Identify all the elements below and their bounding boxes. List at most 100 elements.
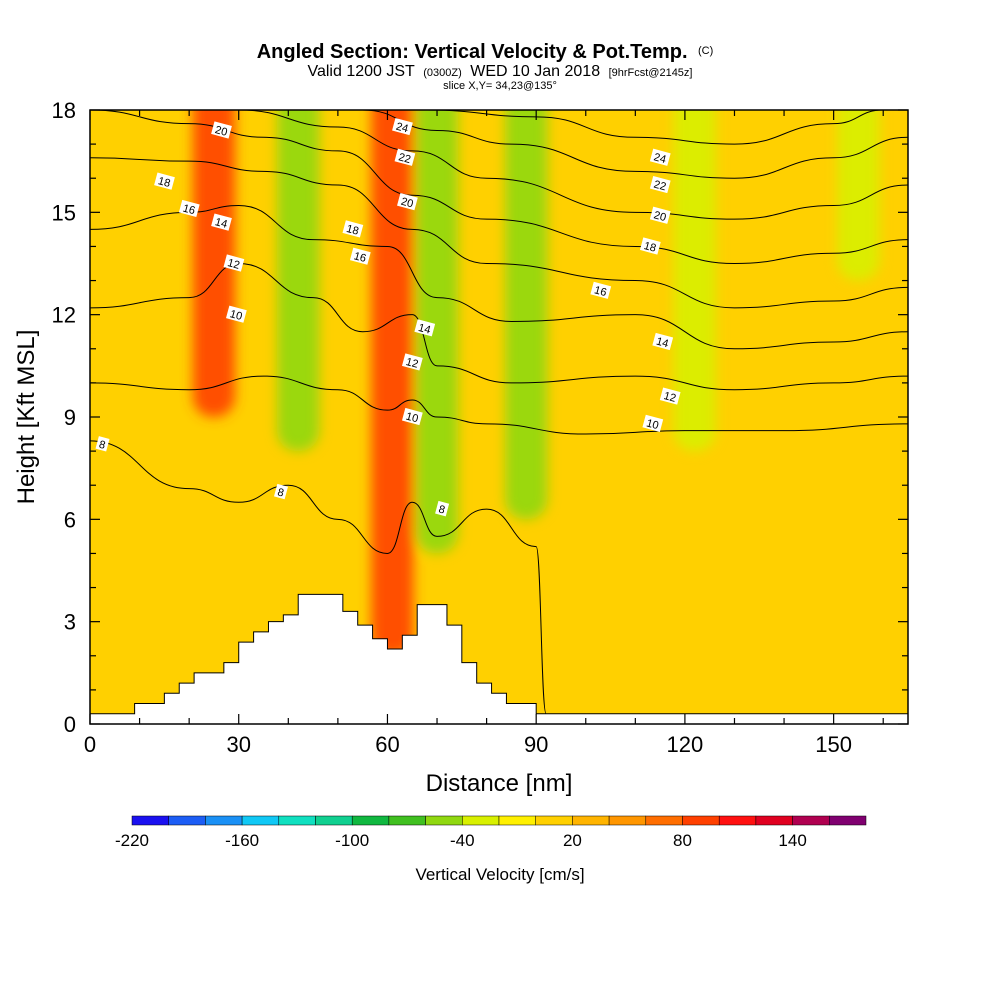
contour-label-23: 12 <box>659 387 681 405</box>
svg-text:14: 14 <box>417 322 432 337</box>
colorbar-tick--160: -160 <box>225 831 259 850</box>
colorbar-swatch-13 <box>608 815 647 826</box>
colorbar: -220 -160 -100 -40 20 80 140 <box>115 815 867 850</box>
colorbar-swatch-0 <box>131 815 169 826</box>
contour-label-12: 20 <box>397 193 418 210</box>
colorbar-swatch-17 <box>755 815 793 826</box>
y-tick-label-9: 9 <box>64 405 76 430</box>
svg-text:12: 12 <box>662 390 677 405</box>
contour-labels: 2018161412108818162422201412108242220181… <box>95 117 681 517</box>
colorbar-swatch-16 <box>718 815 757 826</box>
y-axis-label: Height [Kft MSL] <box>13 330 40 505</box>
y-tick-label-12: 12 <box>52 303 76 328</box>
velocity-column-3 <box>415 110 459 554</box>
contour-label-15: 10 <box>401 407 423 426</box>
x-tick-label-120: 120 <box>667 732 704 757</box>
colorbar-swatch-3 <box>241 815 280 826</box>
svg-text:10: 10 <box>405 411 420 426</box>
svg-text:8: 8 <box>98 439 107 452</box>
colorbar-tick-20: 20 <box>563 831 582 850</box>
x-axis-ticks: 0 30 60 90 120 150 <box>84 110 884 757</box>
theta-contours <box>90 110 908 715</box>
y-tick-label-6: 6 <box>64 507 76 532</box>
colorbar-swatch-19 <box>829 815 867 826</box>
colorbar-swatch-11 <box>535 815 573 826</box>
y-axis-ticks: 0 3 6 9 12 15 18 <box>52 98 908 737</box>
velocity-column-1 <box>277 110 320 452</box>
colorbar-swatch-15 <box>682 815 720 826</box>
colorbar-swatch-12 <box>572 815 610 826</box>
colorbar-swatch-2 <box>205 815 243 826</box>
svg-text:22: 22 <box>397 151 412 166</box>
svg-text:18: 18 <box>157 175 172 190</box>
y-tick-label-15: 15 <box>52 200 76 225</box>
svg-text:14: 14 <box>214 216 229 231</box>
contour-label-8: 18 <box>342 220 364 238</box>
colorbar-swatch-18 <box>792 815 830 826</box>
svg-text:24: 24 <box>652 151 667 166</box>
y-tick-label-18: 18 <box>52 98 76 123</box>
x-tick-label-30: 30 <box>226 732 250 757</box>
slice-info: slice X,Y= 34,23@135° <box>443 80 557 92</box>
y-tick-label-0: 0 <box>64 712 76 737</box>
svg-text:10: 10 <box>229 308 244 323</box>
colorbar-swatch-9 <box>462 815 500 826</box>
svg-text:8: 8 <box>437 503 446 516</box>
colorbar-swatch-6 <box>351 815 390 826</box>
y-tick-label-3: 3 <box>64 610 76 635</box>
svg-text:20: 20 <box>214 124 229 139</box>
theta-contour-24 <box>427 110 884 145</box>
contour-label-10: 24 <box>392 117 413 136</box>
svg-text:18: 18 <box>642 240 657 255</box>
velocity-column-4 <box>505 110 548 520</box>
svg-text:8: 8 <box>276 486 285 499</box>
contour-label-24: 10 <box>642 414 664 432</box>
contour-label-0: 20 <box>211 121 232 139</box>
colorbar-tick-140: 140 <box>778 831 806 850</box>
colorbar-swatch-10 <box>498 815 536 826</box>
contour-label-9: 16 <box>349 247 371 265</box>
velocity-column-5 <box>673 110 716 452</box>
contour-label-7: 8 <box>274 483 288 500</box>
colorbar-swatch-8 <box>425 815 463 826</box>
contour-label-11: 22 <box>394 148 416 166</box>
contour-label-4: 12 <box>223 254 245 272</box>
x-axis-label: Distance [nm] <box>426 770 573 797</box>
colorbar-swatch-14 <box>645 815 683 826</box>
contour-label-22: 14 <box>652 332 674 350</box>
x-tick-label-0: 0 <box>84 732 96 757</box>
chart-title: Angled Section: Vertical Velocity & Pot.… <box>257 41 714 63</box>
svg-text:16: 16 <box>352 250 367 265</box>
svg-text:12: 12 <box>405 356 420 371</box>
colorbar-tick--100: -100 <box>335 831 369 850</box>
plot-area: 2018161412108818162422201412108242220181… <box>90 110 908 724</box>
contour-label-17: 24 <box>649 148 671 166</box>
contour-label-5: 10 <box>226 305 247 323</box>
colorbar-swatch-7 <box>388 815 426 826</box>
svg-text:16: 16 <box>181 203 196 218</box>
velocity-column-6 <box>837 110 880 281</box>
colorbar-label: Vertical Velocity [cm/s] <box>415 865 584 884</box>
velocity-field <box>192 110 880 656</box>
svg-text:20: 20 <box>400 196 415 211</box>
x-tick-label-90: 90 <box>524 732 548 757</box>
terrain <box>90 593 908 724</box>
velocity-column-0 <box>192 110 236 417</box>
svg-text:16: 16 <box>593 284 608 299</box>
contour-label-13: 14 <box>414 319 436 337</box>
colorbar-tick--220: -220 <box>115 831 149 850</box>
x-tick-label-60: 60 <box>375 732 399 757</box>
svg-text:22: 22 <box>652 179 667 194</box>
svg-text:24: 24 <box>395 121 410 136</box>
theta-contour-8 <box>90 440 547 715</box>
x-tick-label-150: 150 <box>815 732 852 757</box>
contour-label-6: 8 <box>95 436 110 452</box>
colorbar-swatch-5 <box>315 815 353 826</box>
contour-label-14: 12 <box>401 353 423 371</box>
contour-label-3: 14 <box>211 213 232 231</box>
contour-label-16: 8 <box>435 500 450 517</box>
theta-contour-14 <box>90 205 908 350</box>
contour-label-1: 18 <box>154 172 175 190</box>
theta-contour-20 <box>238 110 908 220</box>
